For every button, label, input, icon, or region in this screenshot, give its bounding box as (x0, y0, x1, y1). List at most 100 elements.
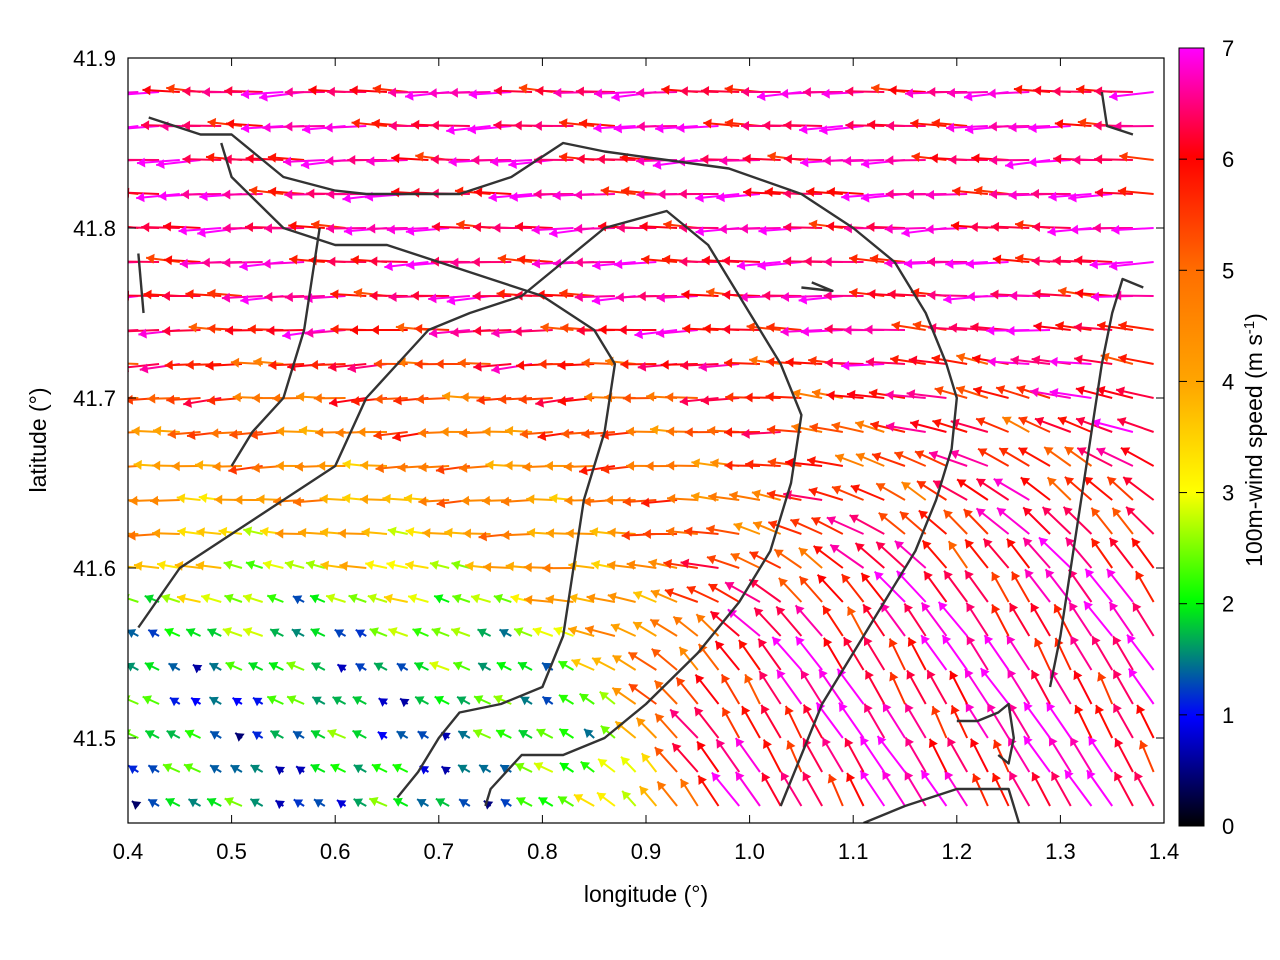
wind-vector (565, 528, 595, 539)
wind-vector (1073, 354, 1113, 365)
wind-vector (433, 594, 450, 604)
wind-vector (128, 125, 139, 129)
wind-vector (870, 420, 906, 433)
coastline (956, 702, 1015, 765)
wind-vector (811, 516, 844, 535)
wind-vector (1030, 669, 1051, 705)
wind-vector (591, 657, 616, 671)
wind-vector (428, 328, 470, 339)
wind-vector (635, 717, 658, 739)
wind-vector (200, 593, 222, 604)
wind-vector (185, 628, 201, 638)
wind-vector (578, 465, 616, 476)
colorbar-tick-label: 0 (1222, 814, 1234, 839)
wind-vector (721, 255, 760, 266)
wind-vector (369, 256, 408, 267)
wind-vector (920, 601, 948, 637)
wind-vector (541, 695, 554, 706)
wind-vector (378, 697, 389, 707)
wind-vector (351, 118, 388, 129)
wind-vector (1132, 602, 1155, 637)
wind-vector (128, 629, 139, 638)
wind-vector (743, 187, 781, 198)
wind-vector (806, 456, 844, 467)
wind-vector (1114, 737, 1134, 773)
wind-vector (377, 731, 388, 741)
wind-vector (209, 764, 222, 774)
wind-vector (894, 540, 927, 569)
wind-vector (471, 155, 512, 166)
y-tick-label: 41.7 (73, 386, 116, 411)
wind-vector (720, 673, 741, 705)
x-axis-label: longitude (°) (584, 881, 708, 907)
wind-vector (1008, 602, 1031, 637)
wind-vector (798, 546, 823, 569)
wind-vector (223, 560, 243, 570)
wind-vector (586, 593, 616, 604)
wind-vector (1073, 322, 1113, 333)
wind-vector (838, 702, 865, 739)
wind-vector (983, 634, 1010, 671)
wind-vector (1057, 286, 1092, 297)
wind-vector (252, 696, 264, 707)
wind-vector (904, 737, 927, 773)
wind-vector (691, 458, 719, 469)
wind-vector (249, 429, 284, 440)
coastline (1100, 91, 1134, 136)
wind-vector (1086, 769, 1114, 807)
wind-vector (660, 359, 698, 370)
wind-vector (863, 703, 886, 739)
wind-vector (686, 585, 719, 603)
wind-vector (516, 796, 533, 807)
wind-vector (757, 260, 802, 271)
wind-vector (907, 637, 927, 671)
wind-vector (800, 669, 823, 705)
wind-vector (458, 798, 471, 808)
wind-vector (827, 773, 844, 807)
wind-vector (359, 494, 388, 505)
wind-vector (1069, 635, 1093, 671)
wind-vector (275, 765, 286, 776)
wind-vector (456, 696, 471, 706)
wind-vector (884, 257, 926, 268)
coastline (220, 142, 617, 799)
wind-vector (893, 451, 927, 467)
wind-vector (224, 86, 263, 97)
colorbar-ticks: 0 1 2 3 4 5 6 7 (1179, 36, 1234, 839)
wind-vector (418, 462, 450, 473)
wind-vector (1052, 86, 1092, 97)
wind-vector (1108, 601, 1134, 637)
wind-vector (497, 254, 533, 264)
wind-vector (501, 530, 533, 541)
wind-vector (599, 690, 616, 705)
wind-vector (1033, 321, 1071, 332)
wind-vector (526, 494, 553, 505)
wind-vector (458, 462, 491, 473)
wind-vector (869, 253, 906, 264)
wind-vector (428, 293, 470, 304)
wind-vector (496, 661, 512, 671)
wind-vector (429, 560, 450, 570)
wind-vector (266, 695, 284, 705)
wind-vector (473, 695, 492, 705)
wind-vector (317, 460, 346, 471)
wind-vector (581, 428, 615, 439)
wind-vector (147, 798, 160, 808)
wind-vector (703, 118, 740, 129)
wind-vector (937, 601, 968, 637)
wind-vector (328, 361, 367, 372)
wind-vector (478, 764, 492, 774)
wind-vector (693, 706, 720, 739)
wind-vector (965, 635, 989, 671)
wind-vector (169, 696, 181, 707)
wind-vector (313, 393, 346, 404)
wind-vector (669, 708, 699, 739)
wind-vector (806, 186, 843, 197)
wind-vector (128, 465, 139, 468)
wind-vector (783, 120, 823, 131)
wind-vector (627, 651, 657, 671)
wind-vector (557, 795, 575, 807)
wind-vector (636, 87, 678, 98)
wind-vector (533, 762, 554, 773)
wind-vector (656, 780, 678, 807)
